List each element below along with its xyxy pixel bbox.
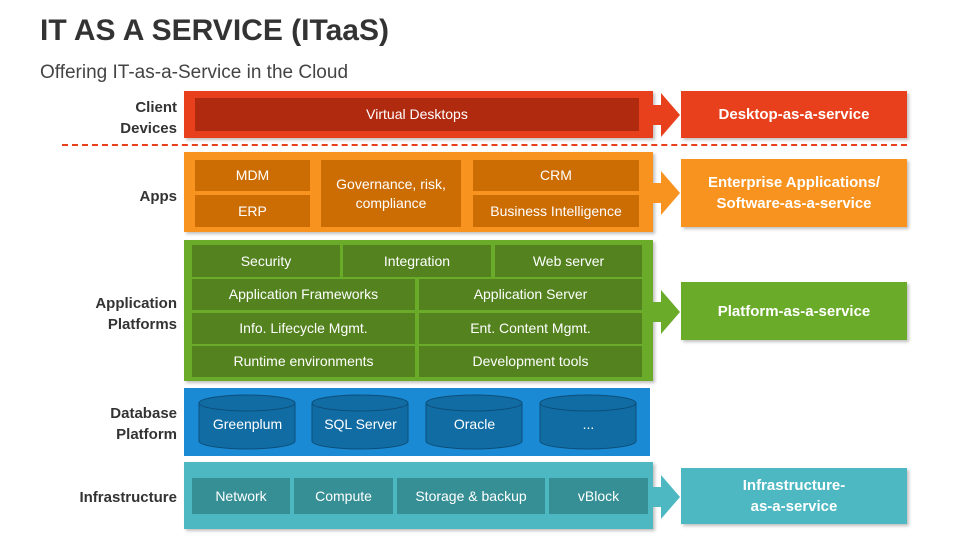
database-cylinder-icon: Oracle	[425, 394, 524, 450]
cell-crm: CRM	[473, 160, 639, 191]
label-line: Database	[110, 405, 177, 422]
label-line: Platforms	[107, 316, 177, 333]
cell-virtual-desktops: Virtual Desktops	[195, 98, 639, 131]
database-label: ...	[582, 416, 595, 432]
service-infrastructure: Infrastructure-as-a-service	[681, 468, 907, 524]
service-line: as-a-service	[750, 498, 838, 515]
database-label: Oracle	[453, 416, 496, 432]
label-database-platform: Database Platform	[110, 403, 177, 445]
database-cylinder-icon: SQL Server	[311, 394, 410, 450]
service-line: Enterprise Applications/	[708, 174, 880, 191]
cell-web-server: Web server	[495, 245, 642, 277]
cell-governance: Governance, risk, compliance	[321, 160, 461, 227]
cell-storage-backup: Storage & backup	[397, 478, 545, 514]
page-subtitle: Offering IT-as-a-Service in the Cloud	[40, 62, 349, 83]
cell-erp: ERP	[195, 195, 310, 227]
label-line: Client	[135, 99, 177, 116]
cell-runtime: Runtime environments	[192, 346, 415, 377]
label-line: Platform	[116, 426, 177, 443]
cell-network: Network	[192, 478, 290, 514]
divider-dashed	[62, 144, 907, 146]
database-cylinder-icon: Greenplum	[198, 394, 297, 450]
cell-business-intelligence: Business Intelligence	[473, 195, 639, 227]
database-label: Greenplum	[212, 416, 283, 432]
label-client-devices: Client Devices	[120, 97, 177, 139]
page-title: IT AS A SERVICE (ITaaS)	[40, 14, 389, 47]
label-apps: Apps	[139, 188, 178, 205]
cell-dev-tools: Development tools	[419, 346, 642, 377]
cell-info-lifecycle: Info. Lifecycle Mgmt.	[192, 313, 415, 344]
cell-ent-content: Ent. Content Mgmt.	[419, 313, 642, 344]
database-cylinder-icon: ...	[539, 394, 638, 450]
label-line: Application	[95, 295, 177, 312]
cell-vblock: vBlock	[549, 478, 648, 514]
arrow-right-icon	[653, 290, 680, 334]
service-line: Infrastructure-	[742, 477, 846, 494]
service-line: Software-as-a-service	[716, 195, 872, 212]
cell-application-frameworks: Application Frameworks	[192, 279, 415, 310]
label-infrastructure: Infrastructure	[79, 489, 177, 506]
cell-mdm: MDM	[195, 160, 310, 191]
service-software: Enterprise Applications/Software-as-a-se…	[681, 159, 907, 227]
cell-security: Security	[192, 245, 340, 277]
cell-compute: Compute	[294, 478, 393, 514]
service-desktop: Desktop-as-a-service	[681, 91, 907, 138]
service-platform: Platform-as-a-service	[681, 282, 907, 340]
label-application-platforms: Application Platforms	[95, 293, 177, 335]
cell-application-server: Application Server	[419, 279, 642, 310]
cell-integration: Integration	[343, 245, 491, 277]
arrow-right-icon	[653, 171, 680, 215]
database-label: SQL Server	[324, 416, 397, 432]
arrow-right-icon	[653, 475, 680, 519]
arrow-right-icon	[653, 93, 680, 137]
label-line: Devices	[120, 120, 177, 137]
